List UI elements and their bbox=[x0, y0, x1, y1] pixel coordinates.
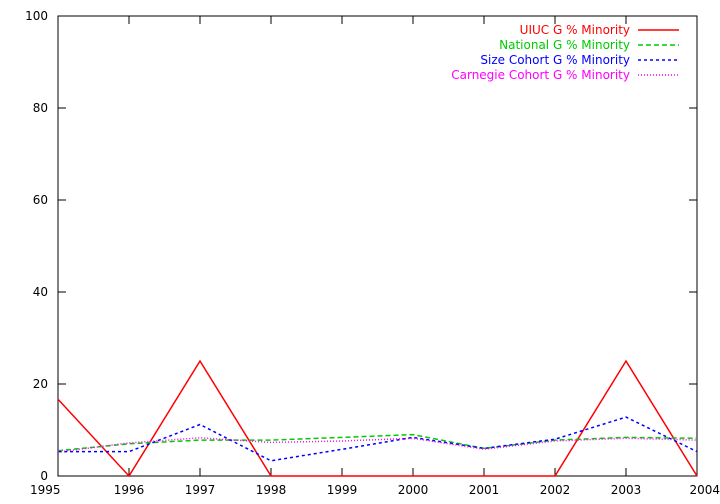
axes: 0 20 40 60 80 100 1995 1996 1997 1998 1999 2000 2001… bbox=[25, 9, 720, 497]
series-layer bbox=[57, 359, 698, 478]
x-tick-label: 2001 bbox=[469, 483, 500, 497]
x-tick-label: 2004 bbox=[689, 483, 720, 497]
x-tick-label: 1997 bbox=[185, 483, 216, 497]
legend-label: UIUC G % Minority bbox=[520, 23, 630, 37]
series-line-1 bbox=[57, 433, 698, 452]
legend-label: Carnegie Cohort G % Minority bbox=[451, 68, 630, 82]
x-tick-label: 2002 bbox=[540, 483, 571, 497]
plot-frame bbox=[57, 15, 698, 477]
series-line-3 bbox=[57, 437, 698, 453]
x-tick-label: 1999 bbox=[327, 483, 358, 497]
legend-label: Size Cohort G % Minority bbox=[480, 53, 630, 67]
series-line-2 bbox=[58, 416, 698, 462]
legend-label: National G % Minority bbox=[499, 38, 630, 52]
y-tick-label: 100 bbox=[25, 9, 48, 23]
y-tick-label: 80 bbox=[33, 101, 48, 115]
x-tick-label: 1998 bbox=[256, 483, 287, 497]
y-tick-label: 60 bbox=[33, 193, 48, 207]
y-tick-label: 40 bbox=[33, 285, 48, 299]
plot-border bbox=[57, 15, 698, 477]
y-tick-label: 0 bbox=[40, 469, 48, 483]
x-tick-label: 1995 bbox=[30, 483, 61, 497]
x-tick-label: 1996 bbox=[114, 483, 145, 497]
series-line-0 bbox=[57, 359, 698, 478]
x-tick-label: 2003 bbox=[611, 483, 642, 497]
y-tick-label: 20 bbox=[33, 377, 48, 391]
x-tick-label: 2000 bbox=[398, 483, 429, 497]
